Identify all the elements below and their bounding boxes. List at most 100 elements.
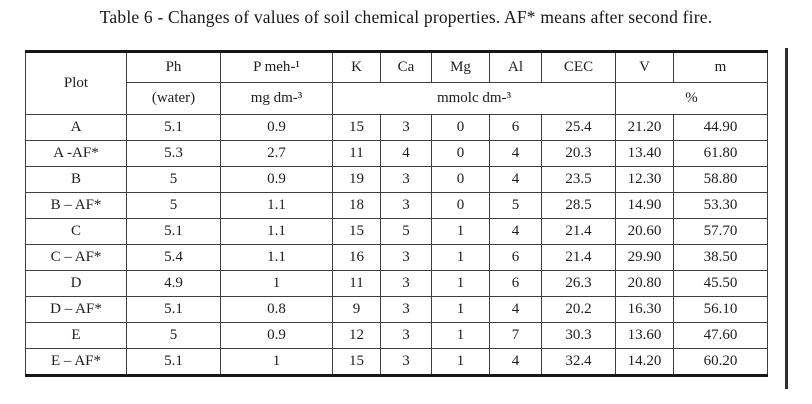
table-cell: 1 bbox=[431, 348, 490, 376]
table-cell: 6 bbox=[489, 244, 542, 271]
table-cell: 45.50 bbox=[673, 270, 768, 297]
table-cell: 5 bbox=[126, 192, 221, 219]
table-cell: 1 bbox=[431, 296, 490, 323]
table-cell: 25.4 bbox=[541, 114, 616, 141]
table-cell: 5 bbox=[126, 166, 221, 193]
col-header-al: Al bbox=[489, 51, 542, 83]
col-header-m: m bbox=[673, 51, 768, 83]
table-cell: 60.20 bbox=[673, 348, 768, 376]
table-cell: 3 bbox=[380, 114, 432, 141]
table-cell: 4 bbox=[489, 218, 542, 245]
table-cell: 5.1 bbox=[126, 114, 221, 141]
table-cell: 58.80 bbox=[673, 166, 768, 193]
table-cell: 0.9 bbox=[220, 166, 333, 193]
col-header-mg: Mg bbox=[431, 51, 490, 83]
table-cell: 3 bbox=[380, 322, 432, 349]
col-header-p: P meh-¹ bbox=[220, 51, 333, 83]
table-cell: 6 bbox=[489, 114, 542, 141]
col-header-ca: Ca bbox=[380, 51, 432, 83]
table-cell: 6 bbox=[489, 270, 542, 297]
table-cell: 0 bbox=[431, 166, 490, 193]
table-cell: 38.50 bbox=[673, 244, 768, 271]
col-header-v: V bbox=[615, 51, 674, 83]
table-cell: 20.60 bbox=[615, 218, 674, 245]
table-cell: 0 bbox=[431, 114, 490, 141]
table-cell: 0.9 bbox=[220, 322, 333, 349]
col-header-cec: CEC bbox=[541, 51, 616, 83]
table-caption: Table 6 - Changes of values of soil chem… bbox=[99, 7, 713, 27]
unit-percent: % bbox=[615, 82, 768, 115]
page-edge-artifact-line bbox=[785, 48, 788, 389]
table-cell: 5.1 bbox=[126, 218, 221, 245]
table-cell: 30.3 bbox=[541, 322, 616, 349]
table-cell: 5.4 bbox=[126, 244, 221, 271]
table-cell: 5.1 bbox=[126, 296, 221, 323]
plot-label-cell: A -AF* bbox=[25, 140, 127, 167]
table-cell: 11 bbox=[332, 270, 381, 297]
table-cell: 1 bbox=[220, 348, 333, 376]
table-cell: 15 bbox=[332, 114, 381, 141]
table-cell: 3 bbox=[380, 296, 432, 323]
table-cell: 15 bbox=[332, 348, 381, 376]
table-body: A 5.1 0.9 15 3 0 6 25.4 21.20 44.90 A -AF* 5.3 2.7 11… bbox=[25, 114, 768, 376]
table-cell: 13.40 bbox=[615, 140, 674, 167]
table-cell: 11 bbox=[332, 140, 381, 167]
plot-label-cell: E bbox=[25, 322, 127, 349]
table-cell: 32.4 bbox=[541, 348, 616, 376]
table-cell: 18 bbox=[332, 192, 381, 219]
table-cell: 3 bbox=[380, 348, 432, 376]
header-row-main: Plot Ph P meh-¹ K Ca Mg Al CEC V m bbox=[25, 51, 768, 115]
plot-label-cell: D – AF* bbox=[25, 296, 127, 323]
table-cell: 44.90 bbox=[673, 114, 768, 141]
table-cell: 5 bbox=[489, 192, 542, 219]
table-cell: 61.80 bbox=[673, 140, 768, 167]
table-cell: 5 bbox=[126, 322, 221, 349]
table-cell: 5.1 bbox=[126, 348, 221, 376]
table-row: B – AF* 5 1.1 18 3 0 5 28.5 14.90 53.30 bbox=[25, 192, 768, 219]
plot-label-cell: C bbox=[25, 218, 127, 245]
table-cell: 20.2 bbox=[541, 296, 616, 323]
table-cell: 4 bbox=[489, 140, 542, 167]
table-cell: 21.4 bbox=[541, 244, 616, 271]
table-cell: 57.70 bbox=[673, 218, 768, 245]
table-row: C – AF* 5.4 1.1 16 3 1 6 21.4 29.90 38.50 bbox=[25, 244, 768, 271]
plot-label-cell: E – AF* bbox=[25, 348, 127, 376]
table-cell: 56.10 bbox=[673, 296, 768, 323]
table-cell: 26.3 bbox=[541, 270, 616, 297]
table-cell: 29.90 bbox=[615, 244, 674, 271]
table-cell: 4.9 bbox=[126, 270, 221, 297]
plot-label-cell: B bbox=[25, 166, 127, 193]
unit-water: (water) bbox=[126, 82, 221, 115]
table-row: D – AF* 5.1 0.8 9 3 1 4 20.2 16.30 56.10 bbox=[25, 296, 768, 323]
table-cell: 4 bbox=[380, 140, 432, 167]
table-cell: 14.20 bbox=[615, 348, 674, 376]
table-row: B 5 0.9 19 3 0 4 23.5 12.30 58.80 bbox=[25, 166, 768, 193]
table-cell: 1 bbox=[431, 270, 490, 297]
table-cell: 1.1 bbox=[220, 218, 333, 245]
col-header-plot: Plot bbox=[25, 51, 127, 115]
table-row: A -AF* 5.3 2.7 11 4 0 4 20.3 13.40 61.80 bbox=[25, 140, 768, 167]
table-cell: 15 bbox=[332, 218, 381, 245]
table-cell: 3 bbox=[380, 192, 432, 219]
table-row: E 5 0.9 12 3 1 7 30.3 13.60 47.60 bbox=[25, 322, 768, 349]
table-row: C 5.1 1.1 15 5 1 4 21.4 20.60 57.70 bbox=[25, 218, 768, 245]
soil-properties-table: Plot Ph P meh-¹ K Ca Mg Al CEC V m (wate… bbox=[25, 50, 768, 377]
table-cell: 7 bbox=[489, 322, 542, 349]
plot-label-cell: B – AF* bbox=[25, 192, 127, 219]
table-cell: 14.90 bbox=[615, 192, 674, 219]
table-cell: 0.8 bbox=[220, 296, 333, 323]
table-cell: 0 bbox=[431, 140, 490, 167]
table-cell: 20.3 bbox=[541, 140, 616, 167]
table-cell: 13.60 bbox=[615, 322, 674, 349]
col-header-k: K bbox=[332, 51, 381, 83]
table-cell: 12.30 bbox=[615, 166, 674, 193]
table-row: E – AF* 5.1 1 15 3 1 4 32.4 14.20 60.20 bbox=[25, 348, 768, 376]
table-cell: 4 bbox=[489, 166, 542, 193]
table-header: Plot Ph P meh-¹ K Ca Mg Al CEC V m (wate… bbox=[25, 51, 768, 115]
unit-mg-dm3: mg dm-³ bbox=[220, 82, 333, 115]
col-header-ph: Ph bbox=[126, 51, 221, 83]
table-cell: 23.5 bbox=[541, 166, 616, 193]
table-cell: 1.1 bbox=[220, 192, 333, 219]
table-cell: 4 bbox=[489, 296, 542, 323]
table-cell: 1 bbox=[431, 218, 490, 245]
